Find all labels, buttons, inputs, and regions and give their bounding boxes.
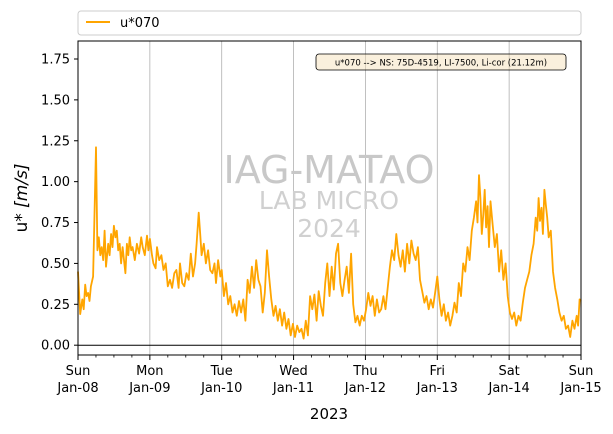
y-axis-label: u* [m/s] (12, 163, 32, 232)
annotation-text: u*070 --> NS: 75D-4519, LI-7500, Li-cor … (335, 59, 547, 69)
y-tick-label: 0.75 (41, 216, 70, 231)
y-axis-label-unit: [m/s] (12, 163, 32, 207)
x-tick-day: Wed (279, 364, 307, 379)
y-tick-label: 0.00 (41, 339, 70, 354)
x-tick-day: Sun (569, 364, 594, 379)
x-axis: Sun Jan-08 Mon Jan-09 Tue Jan-10 Wed Jan-11 Thu J… (56, 355, 602, 396)
legend-label-u070: u*070 (120, 16, 160, 31)
y-tick-label: 1.50 (41, 93, 70, 108)
x-axis-label: 2023 (310, 405, 348, 423)
y-axis-label-name: u* (12, 208, 32, 233)
watermark-line-3: 2024 (297, 214, 361, 243)
y-tick-label: 0.25 (41, 298, 70, 313)
x-tick-day: Mon (136, 364, 163, 379)
x-tick-date: Jan-10 (200, 381, 242, 396)
x-tick-day: Sat (498, 364, 519, 379)
x-tick-date: Jan-14 (488, 381, 530, 396)
x-tick-date: Jan-12 (344, 381, 386, 396)
x-tick-day: Tue (210, 364, 233, 379)
x-tick-day: Sun (66, 364, 91, 379)
x-tick-date: Jan-15 (559, 381, 601, 396)
y-tick-label: 1.75 (41, 52, 70, 67)
x-tick-day: Fri (430, 364, 446, 379)
legend-box (77, 10, 582, 36)
x-tick-date: Jan-11 (272, 381, 314, 396)
x-tick-date: Jan-09 (128, 381, 170, 396)
watermark-line-2: LAB MICRO (259, 186, 399, 215)
x-tick-date: Jan-08 (56, 381, 98, 396)
x-tick-day: Thu (352, 364, 377, 379)
y-tick-label: 1.00 (41, 175, 70, 190)
y-axis: 0.00 0.25 0.50 0.75 1.00 1.25 1.50 1.75 (41, 52, 78, 354)
y-tick-label: 1.25 (41, 134, 70, 149)
series-line-u070 (77, 146, 582, 340)
plot-area (78, 41, 581, 355)
annotation-box (315, 53, 567, 71)
y-tick-label: 0.50 (41, 257, 70, 272)
x-tick-date: Jan-13 (416, 381, 458, 396)
watermark-line-1: IAG-MATAO (223, 148, 434, 192)
